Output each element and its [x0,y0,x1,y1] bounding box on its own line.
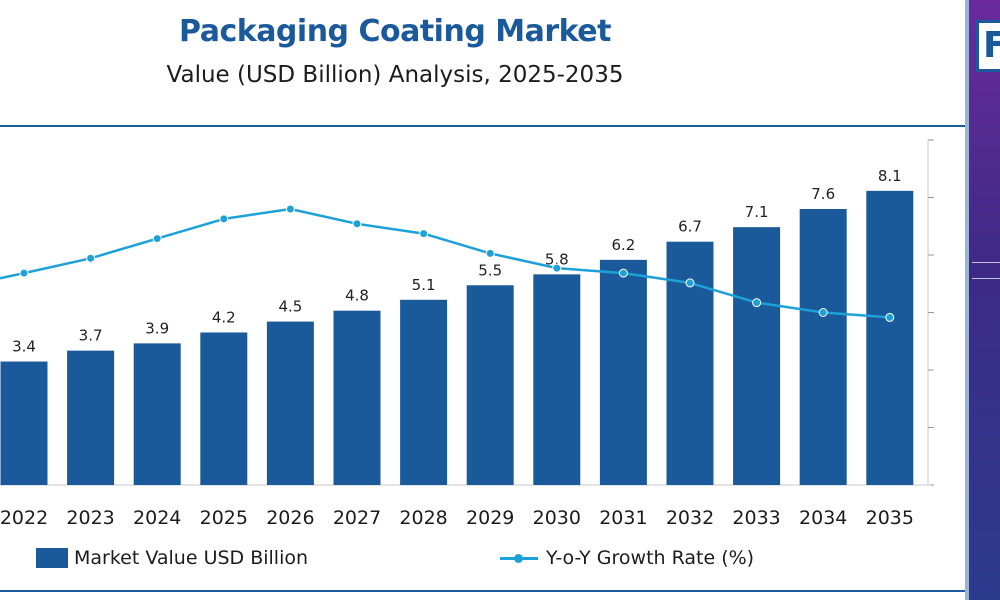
bar-data-label: 5.1 [412,276,436,294]
bar-market-value [266,321,314,485]
bar-market-value [733,227,781,485]
bar-data-label: 8.1 [878,167,902,185]
x-tick-label: 2032 [666,507,714,529]
legend-line-swatch [500,548,538,568]
x-tick-label: 2031 [599,507,647,529]
bar-market-value [200,332,248,485]
line-point [485,248,495,258]
x-tick-label: 2028 [399,507,447,529]
x-tick-label: 2026 [266,507,314,529]
bar-market-value [533,274,581,485]
line-point [19,268,29,278]
chart-plot: 3.4 3.7 3.9 4.2 4.5 4.8 5.1 5.5 5.8 6.2 6.7 7.1 7.6 8… [0,125,965,529]
x-tick-label: 2023 [66,507,114,529]
line-point [618,268,628,278]
bar-data-label: 7.1 [745,203,769,221]
x-tick-label: 2033 [732,507,780,529]
bottom-divider [0,590,965,592]
line-point [685,278,695,288]
legend-bar-label: Market Value USD Billion [74,547,309,569]
side-brand-panel [965,0,1000,600]
line-point [552,263,562,273]
line-point [419,229,429,239]
line-point [86,253,96,263]
legend-line-label: Y-o-Y Growth Rate (%) [546,547,755,569]
bar-data-label: 7.6 [811,185,835,203]
brand-logo: F [976,20,1000,72]
bar-data-label: 5.5 [478,261,502,279]
side-divider [972,262,1000,263]
line-point [152,234,162,244]
x-tick-label: 2030 [533,507,581,529]
x-tick-label: 2029 [466,507,514,529]
bar-data-label: 4.8 [345,287,369,305]
x-tick-label: 2027 [333,507,381,529]
side-brand-stripe [965,0,969,600]
bar-data-label: 3.9 [145,319,169,337]
bar-market-value [466,285,514,485]
bar-market-value [0,361,48,485]
bar-market-value [599,259,647,485]
x-tick-label: 2024 [133,507,181,529]
bar-data-label: 6.7 [678,218,702,236]
bar-market-value [799,209,847,485]
chart-subtitle: Value (USD Billion) Analysis, 2025-2035 [166,62,624,88]
bar-data-label: 3.4 [12,338,36,356]
bar-market-value [866,190,914,485]
x-tick-label: 2022 [0,507,48,529]
bar-market-value [133,343,181,485]
line-point [219,214,229,224]
x-tick-label: 2034 [799,507,847,529]
line-point [818,308,828,317]
side-divider [972,278,1000,279]
chart-title: Packaging Coating Market [179,14,611,49]
bar-data-label: 5.8 [545,250,569,268]
legend-growth-rate: Y-o-Y Growth Rate (%) [500,545,754,571]
legend-bar-swatch [36,548,68,568]
line-point [352,219,362,229]
bar-market-value [666,241,714,485]
bar-market-value [400,299,448,485]
bar-market-value [67,350,115,485]
bar-data-label: 3.7 [79,327,103,345]
line-point [885,312,895,322]
bar-data-label: 4.5 [278,298,302,316]
x-tick-label: 2035 [866,507,914,529]
x-tick-label: 2025 [200,507,248,529]
line-point [285,204,295,214]
bar-data-label: 6.2 [611,236,635,254]
bar-market-value [333,310,381,485]
bar-data-label: 4.2 [212,308,236,326]
line-point [752,298,762,308]
legend-market-value: Market Value USD Billion [36,545,308,571]
